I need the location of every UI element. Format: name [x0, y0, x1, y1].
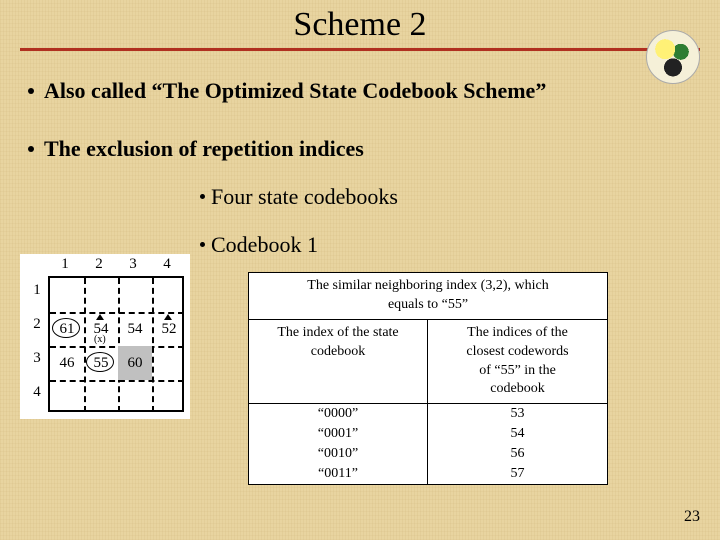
table-header-row: The index of the state codebook The indi…	[249, 320, 607, 405]
table-header-left: The index of the state codebook	[249, 320, 428, 404]
sub-bullet-2: Codebook 1	[200, 232, 318, 258]
row-header: 1	[30, 282, 44, 299]
bullet-dot-icon	[200, 194, 205, 199]
bullet-1-text: Also called “The Optimized State Codeboo…	[44, 78, 546, 103]
page-number: 23	[684, 508, 700, 526]
cell-index: 57	[428, 464, 607, 484]
slide: Scheme 2 Also called “The Optimized Stat…	[0, 0, 720, 540]
arrow-up-icon	[96, 314, 104, 320]
header-text: of “55” in the	[479, 363, 556, 378]
row-header: 2	[30, 316, 44, 333]
row-header: 3	[30, 350, 44, 367]
caption-line: The similar neighboring index (3,2), whi…	[307, 278, 548, 293]
grid-cell: 54	[118, 312, 152, 346]
table-row: “0011” 57	[249, 464, 607, 484]
bullet-dot-icon	[28, 146, 34, 152]
grid-border: 61 54 54 52 46 55 60 (x)	[48, 276, 184, 412]
oval-icon	[86, 352, 114, 372]
bullet-dot-icon	[28, 88, 34, 94]
oval-icon	[52, 318, 80, 338]
cell-index: 54	[428, 424, 607, 444]
header-text: The indices of the	[467, 325, 568, 340]
bullet-dot-icon	[200, 242, 205, 247]
table-caption: The similar neighboring index (3,2), whi…	[249, 273, 607, 320]
arrow-up-icon	[164, 314, 172, 320]
sub-bullet-1: Four state codebooks	[200, 184, 398, 210]
col-header: 4	[150, 256, 184, 273]
table-row: “0000” 53	[249, 404, 607, 424]
cell-label: (x)	[94, 334, 106, 345]
caption-line: equals to “55”	[388, 297, 468, 312]
header-text: closest codewords	[466, 344, 568, 359]
bullet-2-text: The exclusion of repetition indices	[44, 136, 364, 161]
slide-title: Scheme 2	[0, 6, 720, 44]
cell-index: 56	[428, 444, 607, 464]
cell-index: 53	[428, 404, 607, 424]
cell-code: “0001”	[249, 424, 428, 444]
col-header: 1	[48, 256, 82, 273]
grid-figure: 1 2 3 4 1 2 3 4 61 54 54 52 46 55 60	[20, 254, 190, 419]
row-header: 4	[30, 384, 44, 401]
title-underline	[20, 48, 700, 51]
cell-code: “0000”	[249, 404, 428, 424]
grid-cell-shaded: 60	[118, 346, 152, 380]
col-header: 2	[82, 256, 116, 273]
grid-line	[50, 380, 184, 382]
cell-code: “0011”	[249, 464, 428, 484]
codebook-table: The similar neighboring index (3,2), whi…	[248, 272, 608, 485]
col-header: 3	[116, 256, 150, 273]
table-row: “0001” 54	[249, 424, 607, 444]
table-header-right: The indices of the closest codewords of …	[428, 320, 607, 404]
table-row: “0010” 56	[249, 444, 607, 464]
bullet-1: Also called “The Optimized State Codeboo…	[28, 78, 546, 104]
grid-cell: 46	[50, 346, 84, 380]
header-text: The index of the state	[277, 325, 398, 340]
bullet-2: The exclusion of repetition indices	[28, 136, 364, 162]
header-text: codebook	[311, 344, 365, 359]
sub-bullet-2-text: Codebook 1	[211, 232, 318, 257]
cell-code: “0010”	[249, 444, 428, 464]
sub-bullet-1-text: Four state codebooks	[211, 184, 398, 209]
header-text: codebook	[490, 381, 544, 396]
logo-icon	[646, 30, 700, 84]
